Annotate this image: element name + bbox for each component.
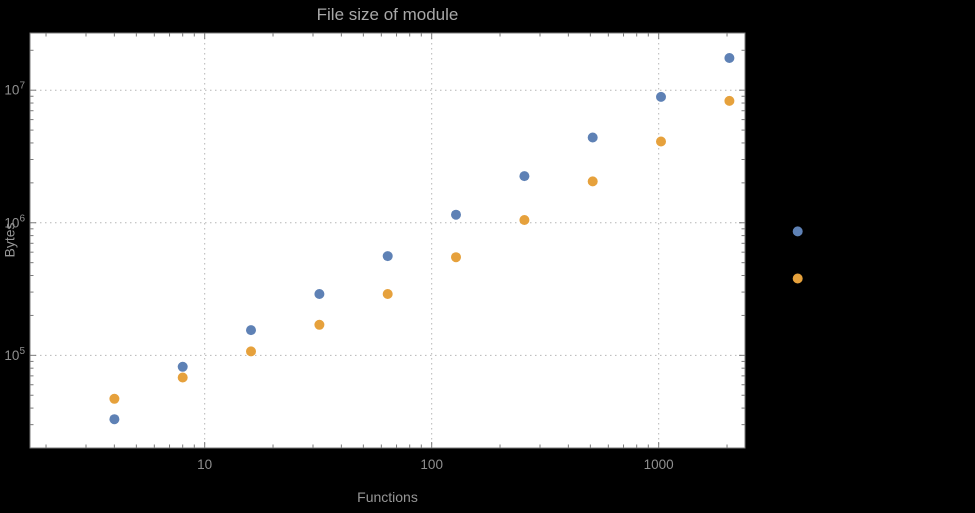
series-2-orange-point	[724, 95, 735, 106]
x-tick-label: 1000	[644, 457, 674, 472]
y-tick-label: 105	[4, 346, 25, 363]
plot-area	[30, 33, 745, 448]
series-1-blue-point	[451, 209, 461, 220]
series-1-blue-point	[519, 171, 530, 182]
series-2-orange-point	[177, 372, 188, 383]
series-2-orange-point	[792, 273, 803, 284]
x-tick-label: 100	[420, 457, 443, 472]
series-2-orange-point	[451, 252, 461, 263]
series-1-blue-point	[656, 91, 666, 102]
y-tick-label: 106	[4, 213, 25, 230]
series-1-blue-point	[587, 132, 598, 143]
series-1-blue-point	[792, 226, 803, 237]
series-1-blue-point	[382, 251, 393, 262]
series-2-orange-point	[246, 346, 256, 357]
y-tick-label: 107	[4, 81, 25, 98]
chart-title: File size of module	[316, 5, 459, 24]
x-tick-label: 10	[197, 457, 212, 472]
series-2-orange-point	[587, 176, 598, 187]
series-2-orange-point	[519, 215, 530, 225]
y-axis-label: Bytes	[1, 222, 18, 258]
series-1-blue-point	[109, 414, 120, 425]
series-2-orange-point	[656, 136, 666, 147]
series-2-orange-point	[109, 393, 120, 404]
series-1-blue-point	[246, 325, 256, 336]
x-axis-label: Functions	[357, 489, 418, 505]
series-2-orange-point	[382, 289, 393, 299]
plot-frame	[29, 32, 746, 449]
series-1-blue-point	[724, 53, 735, 63]
series-2-orange-point	[314, 319, 325, 330]
series-1-blue-point	[177, 361, 188, 372]
series-1-blue-point	[314, 289, 325, 299]
